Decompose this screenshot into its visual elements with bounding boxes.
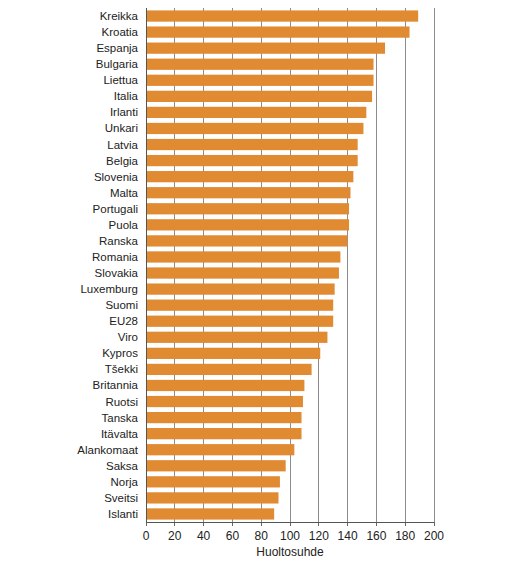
tick-mark <box>261 522 262 526</box>
bar <box>146 123 363 134</box>
bar <box>146 59 374 70</box>
bar <box>146 380 304 391</box>
bar <box>146 187 350 198</box>
bar <box>146 203 349 214</box>
category-label: Alankomaat <box>77 444 139 456</box>
tick-label: 180 <box>395 529 415 543</box>
category-label: Espanja <box>96 42 138 54</box>
category-label: Islanti <box>108 508 138 520</box>
tick-mark <box>146 522 147 526</box>
tick-mark <box>376 522 377 526</box>
tick-mark <box>290 522 291 526</box>
category-label: Slovenia <box>94 171 139 183</box>
tick-mark <box>434 522 435 526</box>
bar <box>146 75 374 86</box>
bar <box>146 283 335 294</box>
category-label: Bulgaria <box>96 58 139 70</box>
category-label: Viro <box>118 331 138 343</box>
category-label: Slovakia <box>95 267 139 279</box>
bar <box>146 91 372 102</box>
tick-mark <box>318 522 319 526</box>
bar <box>146 460 286 471</box>
tick-label: 80 <box>255 529 269 543</box>
axis-title: Huoltosuhde <box>256 545 324 559</box>
bar <box>146 251 340 262</box>
category-label: Kypros <box>102 347 138 359</box>
bar <box>146 10 418 21</box>
bar <box>146 43 385 54</box>
tick-label: 140 <box>338 529 358 543</box>
category-label: Puola <box>109 219 139 231</box>
bar <box>146 428 302 439</box>
bar <box>146 300 333 311</box>
tick-label: 40 <box>197 529 211 543</box>
category-label: Unkari <box>105 122 138 134</box>
grid-line <box>146 8 147 522</box>
grid-line <box>434 8 435 522</box>
category-label: Italia <box>114 90 139 102</box>
category-label: Latvia <box>107 139 138 151</box>
grid-line <box>405 8 406 522</box>
bar <box>146 476 280 487</box>
tick-mark <box>203 522 204 526</box>
category-label: Tšekki <box>105 363 138 375</box>
bar <box>146 492 278 503</box>
grid <box>146 8 434 526</box>
axis-line <box>146 8 147 522</box>
tick-mark <box>405 522 406 526</box>
tick-label: 100 <box>280 529 300 543</box>
category-label: Sveitsi <box>104 492 138 504</box>
bar <box>146 219 349 230</box>
tick-label: 120 <box>309 529 329 543</box>
bar <box>146 396 303 407</box>
axis-line <box>146 522 434 523</box>
bar <box>146 348 320 359</box>
bar <box>146 26 410 37</box>
category-label: Ruotsi <box>105 396 138 408</box>
category-label: Malta <box>110 187 139 199</box>
bar <box>146 139 358 150</box>
bar <box>146 316 333 327</box>
grid-line <box>376 8 377 522</box>
category-label: Kroatia <box>102 26 139 38</box>
bar <box>146 235 348 246</box>
tick-mark <box>232 522 233 526</box>
chart-svg: 0 20 40 60 80 100 120 140 160 180 200 Kreikka Kroati… <box>0 0 510 565</box>
tick-mark <box>347 522 348 526</box>
category-label: Itävalta <box>101 428 139 440</box>
category-label: EU28 <box>109 315 138 327</box>
tick-label: 200 <box>424 529 444 543</box>
bar <box>146 107 366 118</box>
bar <box>146 364 312 375</box>
bar <box>146 508 274 519</box>
tick-label: 20 <box>168 529 182 543</box>
category-label: Britannia <box>93 379 139 391</box>
chart-container: 0 20 40 60 80 100 120 140 160 180 200 Kreikka Kroati… <box>0 0 510 565</box>
tick-label: 60 <box>226 529 240 543</box>
category-label: Suomi <box>105 299 138 311</box>
category-label: Kreikka <box>100 10 139 22</box>
category-label: Portugali <box>93 203 138 215</box>
category-label: Norja <box>111 476 139 488</box>
tick-label: 160 <box>366 529 386 543</box>
bar <box>146 155 358 166</box>
tick-mark <box>174 522 175 526</box>
tick-label: 0 <box>143 529 150 543</box>
bar <box>146 171 353 182</box>
category-label: Irlanti <box>110 106 138 118</box>
category-label: Romania <box>92 251 139 263</box>
category-label: Saksa <box>106 460 139 472</box>
bar <box>146 267 339 278</box>
bar <box>146 332 327 343</box>
category-label: Belgia <box>106 155 139 167</box>
category-label: Luxemburg <box>80 283 138 295</box>
category-label: Ranska <box>99 235 139 247</box>
bar <box>146 412 302 423</box>
bars <box>146 10 418 519</box>
category-label: Liettua <box>103 74 138 86</box>
bar <box>146 444 294 455</box>
category-label: Tanska <box>102 412 139 424</box>
